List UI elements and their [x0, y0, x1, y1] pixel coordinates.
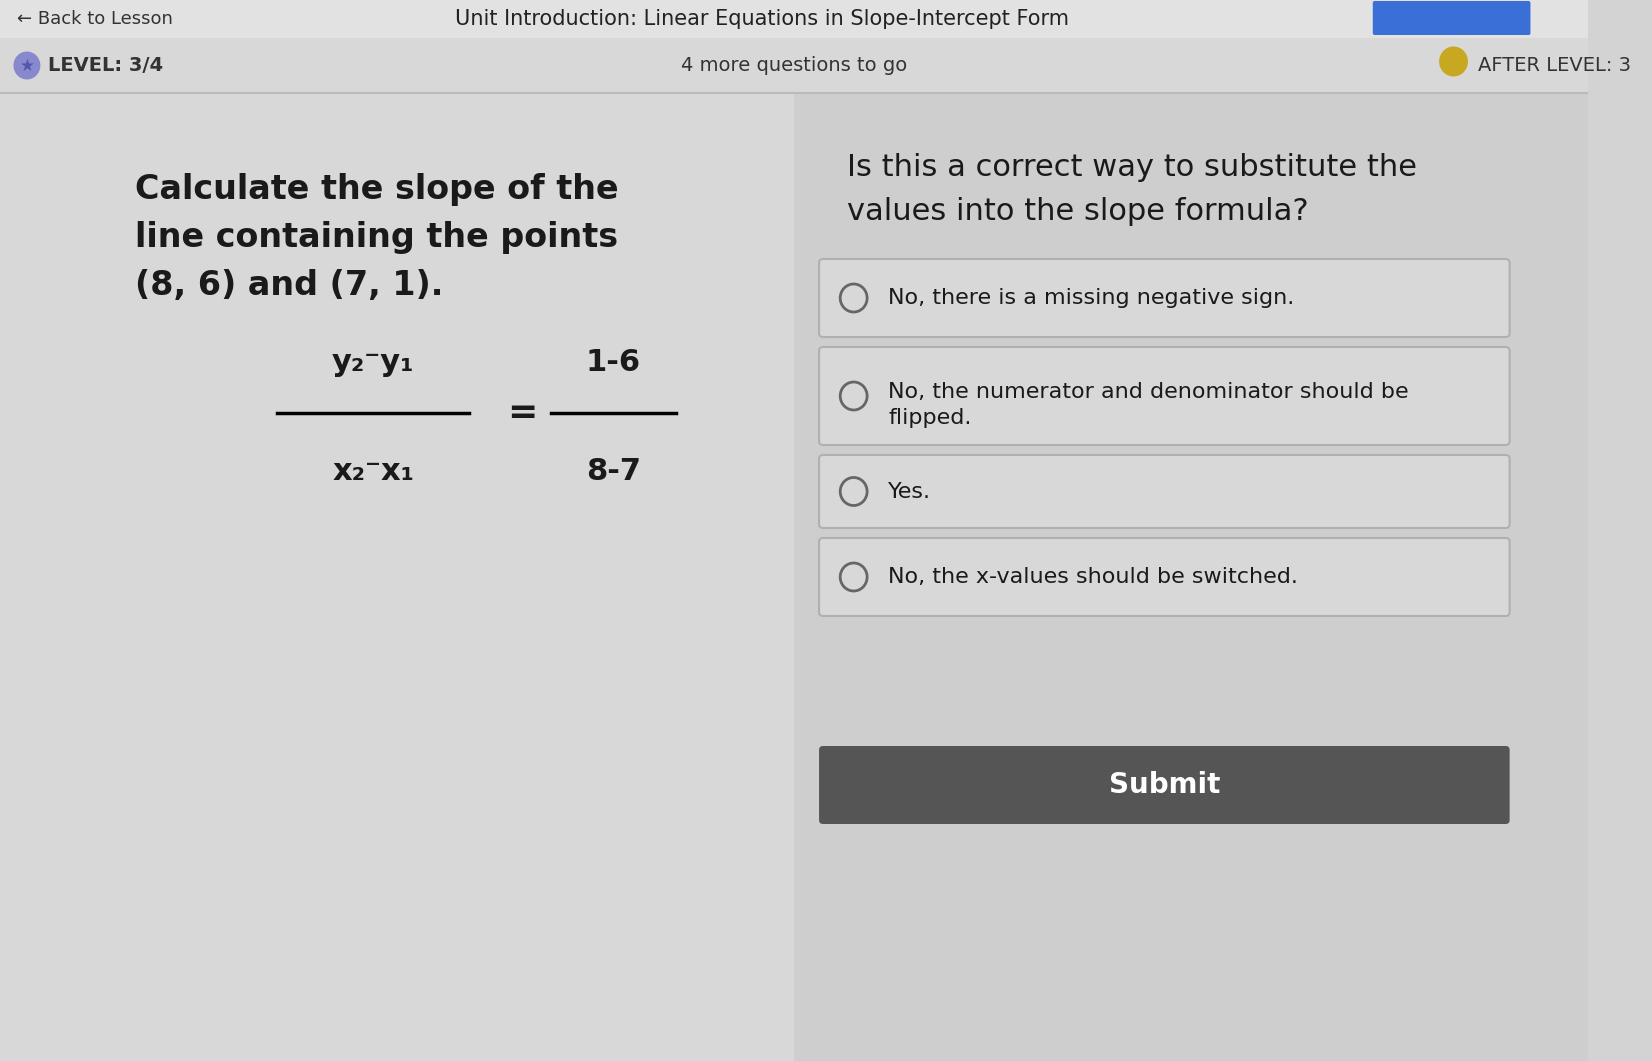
FancyBboxPatch shape	[1373, 1, 1530, 35]
FancyBboxPatch shape	[819, 746, 1510, 824]
Text: Submit: Submit	[1108, 771, 1221, 799]
FancyBboxPatch shape	[819, 455, 1510, 528]
Text: Calculate the slope of the: Calculate the slope of the	[134, 173, 618, 206]
Text: 4 more questions to go: 4 more questions to go	[681, 56, 907, 75]
FancyBboxPatch shape	[0, 0, 1588, 38]
Text: 1-6: 1-6	[586, 348, 641, 377]
Text: No, there is a missing negative sign.: No, there is a missing negative sign.	[889, 288, 1295, 308]
FancyBboxPatch shape	[0, 38, 1588, 93]
Circle shape	[1439, 47, 1469, 76]
Text: x₂⁻x₁: x₂⁻x₁	[332, 457, 415, 486]
Text: y₂⁻y₁: y₂⁻y₁	[332, 348, 415, 377]
FancyBboxPatch shape	[819, 538, 1510, 616]
Text: LEVEL: 3/4: LEVEL: 3/4	[48, 56, 164, 75]
Text: AFTER LEVEL: 3: AFTER LEVEL: 3	[1477, 56, 1631, 75]
Text: No, the x-values should be switched.: No, the x-values should be switched.	[889, 567, 1298, 587]
Text: line containing the points: line containing the points	[134, 221, 618, 254]
FancyBboxPatch shape	[795, 93, 1588, 1061]
Text: No, the numerator and denominator should be: No, the numerator and denominator should…	[889, 382, 1409, 402]
Text: ← Back to Lesson: ← Back to Lesson	[17, 10, 173, 28]
Text: =: =	[507, 396, 537, 430]
Text: Is this a correct way to substitute the: Is this a correct way to substitute the	[847, 153, 1417, 182]
Text: Unit Introduction: Linear Equations in Slope-Intercept Form: Unit Introduction: Linear Equations in S…	[456, 8, 1069, 29]
Text: 8-7: 8-7	[586, 457, 641, 486]
Text: Yes.: Yes.	[889, 482, 932, 502]
Text: ★: ★	[20, 56, 35, 74]
FancyBboxPatch shape	[819, 259, 1510, 337]
Circle shape	[13, 52, 40, 80]
FancyBboxPatch shape	[819, 347, 1510, 445]
Text: values into the slope formula?: values into the slope formula?	[847, 197, 1308, 226]
FancyBboxPatch shape	[0, 93, 795, 1061]
Text: flipped.: flipped.	[889, 408, 971, 428]
Text: (8, 6) and (7, 1).: (8, 6) and (7, 1).	[134, 269, 443, 302]
